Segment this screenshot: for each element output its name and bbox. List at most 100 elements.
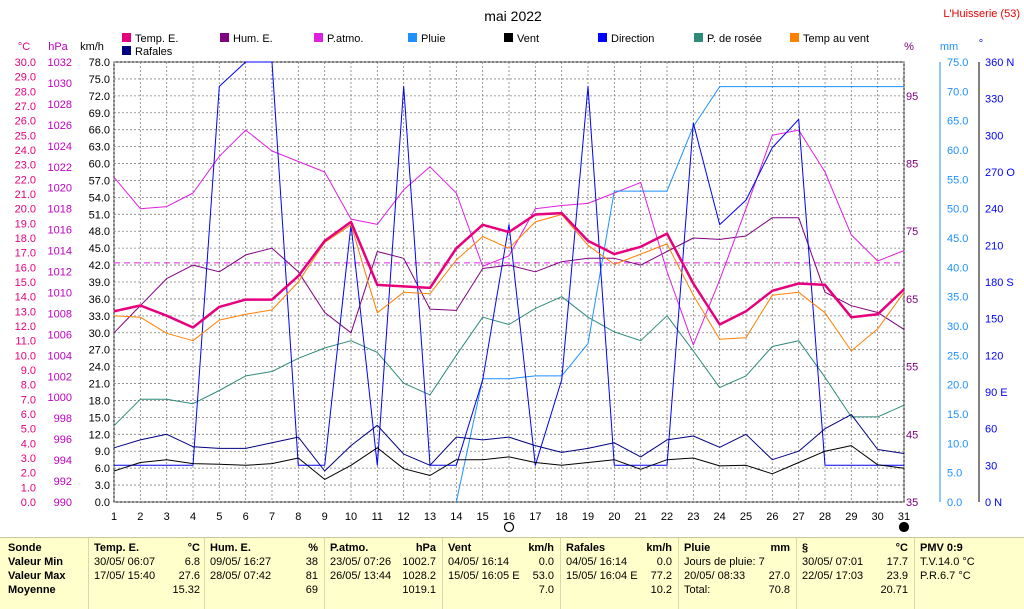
pressure-tick: 1012 (48, 267, 72, 279)
legend-label: Rafales (135, 46, 173, 58)
legend-swatch (220, 33, 229, 42)
chart-title: mai 2022 (484, 8, 542, 24)
direction-tick: 30 (985, 460, 997, 472)
grid (113, 61, 905, 503)
stats-date: 23/05/ 07:26 (330, 556, 392, 568)
stats-row (920, 583, 1020, 597)
humidity-tick: 65 (906, 294, 918, 306)
station-label: L'Huisserie (53) (943, 8, 1020, 20)
series-direction (114, 61, 904, 466)
pressure-tick: 1006 (48, 329, 72, 341)
stats-date: 28/05/ 07:42 (210, 570, 272, 582)
stats-row: 10.2 (566, 583, 672, 597)
x-tick: 13 (424, 511, 436, 523)
stats-value: 0.0 (538, 556, 554, 568)
stats-value: 69 (305, 584, 318, 596)
legend-label: Temp au vent (803, 33, 869, 45)
humidity-tick: 35 (906, 497, 918, 509)
stats-row: 7.0 (448, 583, 554, 597)
legend-swatch (408, 33, 417, 42)
stats-row: 04/05/ 16:14 0.0 (448, 555, 554, 569)
temp-tick: 9.0 (21, 365, 36, 377)
legend-label: P. de rosée (707, 33, 762, 45)
x-tick: 25 (740, 511, 752, 523)
wind-tick: 6.0 (95, 463, 110, 475)
temp-tick: 24.0 (15, 145, 36, 157)
stats-date: 26/05/ 13:44 (330, 570, 392, 582)
stats-column: Rafales km/h 04/05/ 16:14 0.0 15/05/ 16:04 E… (566, 541, 672, 597)
direction-tick: 180 S (985, 277, 1014, 289)
stats-date: 30/05/ 06:07 (94, 556, 156, 568)
stats-value: 77.2 (650, 570, 672, 582)
stats-unit: km/h (646, 542, 672, 554)
temp-tick: 17.0 (15, 248, 36, 260)
rain-tick: 5.0 (947, 468, 962, 480)
wind-tick: 57.0 (89, 175, 110, 187)
pressure-tick: 994 (54, 455, 72, 467)
legend-swatch (694, 33, 703, 42)
humidity-tick: 55 (906, 362, 918, 374)
moon-phase-marker (898, 521, 910, 533)
direction-tick: 240 (985, 204, 1003, 216)
wind-tick: 21.0 (89, 379, 110, 391)
x-tick: 5 (216, 511, 222, 523)
rain-tick: 50.0 (947, 204, 968, 216)
stats-row: Jours de pluie: 7 (684, 555, 790, 569)
wind-tick: 24.0 (89, 362, 110, 374)
direction-tick: 360 N (985, 57, 1014, 69)
stats-separator (560, 538, 561, 609)
temp-tick: 12.0 (15, 321, 36, 333)
pressure-tick: 992 (54, 476, 72, 488)
stats-column: Temp. E. °C 30/05/ 06:07 6.8 17/05/ 15:40 27.… (94, 541, 200, 597)
humidity-tick: 75 (906, 226, 918, 238)
stats-title: Temp. E. (94, 542, 140, 554)
stats-title: PMV 0:9 (920, 542, 963, 554)
stats-value: 17.7 (886, 556, 908, 568)
stats-value: 81 (305, 570, 318, 582)
x-tick: 26 (766, 511, 778, 523)
series-temp-au-vent (113, 214, 905, 352)
x-tick: 9 (322, 511, 328, 523)
stats-title: Rafales (566, 542, 606, 554)
temp-tick: 4.0 (21, 438, 36, 450)
stats-row: 15/05/ 16:05 E 53.0 (448, 569, 554, 583)
rain-tick: 35.0 (947, 292, 968, 304)
rain-tick: 75.0 (947, 57, 968, 69)
temp-tick: 27.0 (15, 101, 36, 113)
wind-tick: 0.0 (95, 497, 110, 509)
stats-value: 6.8 (184, 556, 200, 568)
stats-date: 04/05/ 16:14 (448, 556, 510, 568)
temp-tick: 28.0 (15, 86, 36, 98)
pressure-tick: 1022 (48, 162, 72, 174)
wind-tick: 3.0 (95, 480, 110, 492)
direction-tick: 60 (985, 424, 997, 436)
wind-tick: 42.0 (89, 260, 110, 272)
series-p-de-ros-e (113, 296, 905, 427)
legend-swatch (314, 33, 323, 42)
stats-column-header: Rafales km/h (566, 541, 672, 555)
stats-separator (204, 538, 205, 609)
pressure-tick: 1026 (48, 120, 72, 132)
stats-date: Total: (684, 584, 711, 596)
wind-unit: km/h (80, 41, 104, 53)
stats-date: P.R.6.7 °C (920, 570, 971, 582)
temp-tick: 15.0 (15, 277, 36, 289)
x-tick: 31 (898, 511, 910, 523)
pressure-tick: 1010 (48, 287, 72, 299)
wind-tick: 39.0 (89, 277, 110, 289)
rain-tick: 65.0 (947, 116, 968, 128)
stats-row: 20/05/ 08:33 27.0 (684, 569, 790, 583)
stats-row: T.V.14.0 °C (920, 555, 1020, 569)
stats-date: 30/05/ 07:01 (802, 556, 864, 568)
pressure-tick: 1000 (48, 392, 72, 404)
temp-tick: 0.0 (21, 497, 36, 509)
pressure-tick: 1032 (48, 57, 72, 69)
stats-row: 15.32 (94, 583, 200, 597)
direction-tick: 330 (985, 94, 1003, 106)
series-p-atmo (113, 129, 905, 346)
wind-tick: 60.0 (89, 159, 110, 171)
wind-tick: 69.0 (89, 108, 110, 120)
rain-tick: 20.0 (947, 380, 968, 392)
pressure-tick: 1018 (48, 204, 72, 216)
statistics-panel: Sonde Valeur Min Valeur Max Moyenne Temp… (0, 537, 1024, 609)
